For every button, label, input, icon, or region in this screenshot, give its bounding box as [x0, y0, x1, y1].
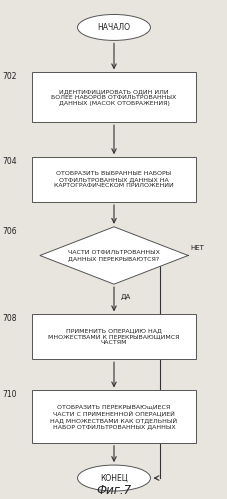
Text: КОНЕЦ: КОНЕЦ — [100, 474, 127, 483]
Text: 704: 704 — [2, 157, 17, 166]
FancyBboxPatch shape — [32, 157, 195, 202]
Text: ПРИМЕНИТЬ ОПЕРАЦИЮ НАД
МНОЖЕСТВАМИ К ПЕРЕКРЫВАЮЩИМСЯ
ЧАСТЯМ: ПРИМЕНИТЬ ОПЕРАЦИЮ НАД МНОЖЕСТВАМИ К ПЕР… — [48, 328, 179, 345]
Text: ОТОБРАЗИТЬ ВЫБРАННЫЕ НАБОРЫ
ОТФИЛЬТРОВАННЫХ ДАННЫХ НА
КАРТОГРАФИЧЕСКОМ ПРИЛОЖЕНИ: ОТОБРАЗИТЬ ВЫБРАННЫЕ НАБОРЫ ОТФИЛЬТРОВАН… — [54, 171, 173, 188]
Text: 708: 708 — [2, 314, 17, 323]
Text: 706: 706 — [2, 227, 17, 236]
Ellipse shape — [77, 14, 150, 40]
Text: ДА: ДА — [120, 294, 131, 300]
FancyBboxPatch shape — [32, 72, 195, 122]
FancyBboxPatch shape — [32, 390, 195, 443]
Text: НЕТ: НЕТ — [190, 246, 203, 251]
Text: ОТОБРАЗИТЬ ПЕРЕКРЫВАЮщИЕСЯ
ЧАСТИ С ПРИМЕНЕННОЙ ОПЕРАЦИЕЙ
НАД МНОЖЕСТВАМИ КАК ОТД: ОТОБРАЗИТЬ ПЕРЕКРЫВАЮщИЕСЯ ЧАСТИ С ПРИМЕ… — [50, 405, 177, 429]
Text: ЧАСТИ ОТФИЛЬТРОВАННЫХ
ДАННЫХ ПЕРЕКРЫВАЮТСЯ?: ЧАСТИ ОТФИЛЬТРОВАННЫХ ДАННЫХ ПЕРЕКРЫВАЮТ… — [68, 250, 159, 261]
Text: 702: 702 — [2, 72, 17, 81]
Polygon shape — [40, 227, 187, 284]
Text: НАЧАЛО: НАЧАЛО — [97, 23, 130, 32]
Ellipse shape — [77, 465, 150, 491]
FancyBboxPatch shape — [32, 314, 195, 359]
Text: ИДЕНТИФИЦИРОВАТЬ ОДИН ИЛИ
БОЛЕЕ НАБОРОВ ОТФИЛЬТРОВАННЫХ
ДАННЫХ (МАСОК ОТОБРАЖЕНИ: ИДЕНТИФИЦИРОВАТЬ ОДИН ИЛИ БОЛЕЕ НАБОРОВ … — [51, 89, 176, 106]
Text: 710: 710 — [2, 390, 17, 400]
Text: Фиг.7: Фиг.7 — [96, 484, 131, 497]
